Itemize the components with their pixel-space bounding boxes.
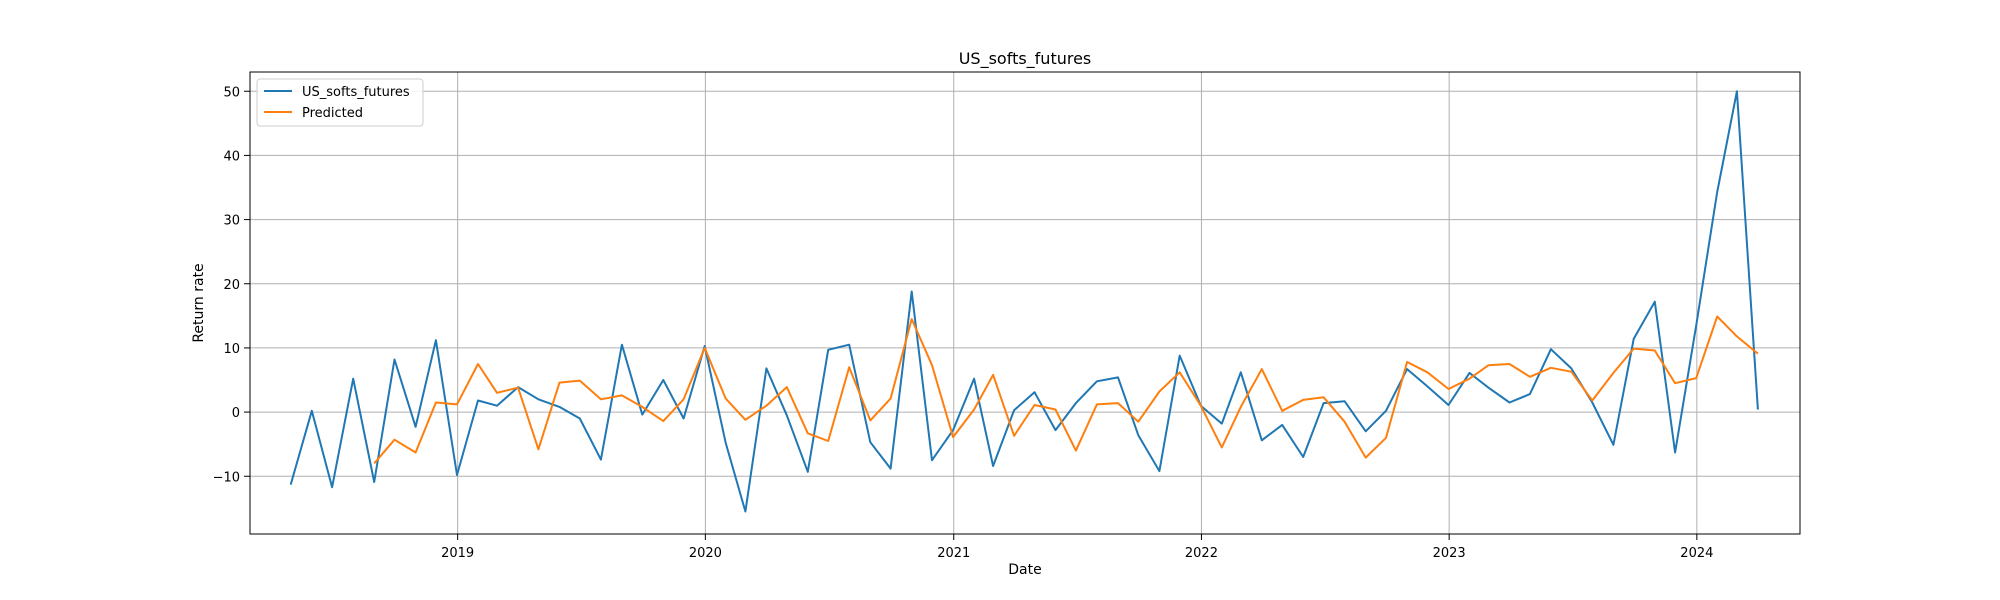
x-axis-label: Date xyxy=(1008,562,1041,578)
y-tick-label: 10 xyxy=(223,342,240,357)
grid xyxy=(250,72,1800,534)
x-tick-label: 2020 xyxy=(689,546,722,561)
y-tick-label: −10 xyxy=(213,470,240,485)
legend: US_softs_futures Predicted xyxy=(256,78,424,127)
x-tick-label: 2024 xyxy=(1680,546,1713,561)
plot-frame xyxy=(249,71,1801,535)
legend-label-predicted: Predicted xyxy=(302,106,363,121)
axis-ticks: 2019 2020 2021 2022 2023 2024 −10 0 10 20 30 40 50 xyxy=(213,85,1714,561)
x-tick-label: 2022 xyxy=(1185,546,1218,561)
y-tick-label: 0 xyxy=(232,406,240,421)
y-axis-label: Return rate xyxy=(191,263,207,342)
y-tick-label: 20 xyxy=(223,278,240,293)
series-layer xyxy=(289,90,1759,513)
legend-box xyxy=(256,78,424,127)
legend-label-us-softs-futures: US_softs_futures xyxy=(302,85,410,100)
y-tick-label: 30 xyxy=(223,214,240,229)
series-line-us-softs-futures xyxy=(289,90,1759,513)
series-line-predicted xyxy=(373,315,1759,465)
chart-title: US_softs_futures xyxy=(959,49,1092,69)
x-tick-label: 2021 xyxy=(937,546,970,561)
x-tick-label: 2023 xyxy=(1433,546,1466,561)
y-tick-label: 50 xyxy=(223,85,240,100)
y-tick-label: 40 xyxy=(223,149,240,164)
x-tick-label: 2019 xyxy=(441,546,474,561)
